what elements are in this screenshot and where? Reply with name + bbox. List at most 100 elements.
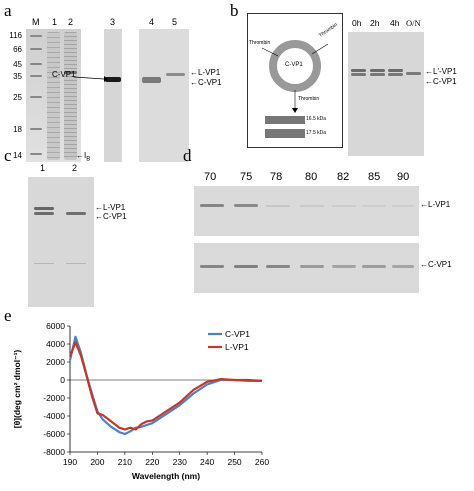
x-tick-label: 190 bbox=[63, 457, 77, 467]
x-tick-label: 200 bbox=[90, 457, 104, 467]
marker-band bbox=[30, 75, 42, 77]
d-lvp1-70 bbox=[200, 204, 224, 207]
panel-c-letter: c bbox=[4, 146, 12, 165]
time-0h: 0h bbox=[352, 18, 362, 28]
label-d-cvp1: ←C-VP1 bbox=[420, 260, 452, 269]
mw-marker-18: 18 bbox=[13, 125, 22, 134]
x-tick-label: 220 bbox=[145, 457, 159, 467]
faint-c1 bbox=[34, 263, 54, 264]
d-lvp1-80 bbox=[300, 205, 324, 207]
band-2h-upper bbox=[370, 69, 385, 72]
label-b-cvp1: ←C-VP1 bbox=[425, 77, 457, 86]
panel-e-letter: e bbox=[4, 306, 12, 325]
fragment2-label: 17.5 kDa bbox=[306, 130, 327, 136]
d-cvp1-80 bbox=[300, 265, 324, 268]
mw-marker-116: 116 bbox=[9, 31, 22, 40]
d-cvp1-85 bbox=[362, 265, 386, 268]
marker-band bbox=[30, 96, 42, 98]
lane-c-2: 2 bbox=[72, 163, 78, 173]
marker-band bbox=[30, 35, 42, 37]
time-on: O/N bbox=[406, 18, 421, 28]
band-c1-upper bbox=[34, 207, 54, 210]
marker-band bbox=[30, 153, 42, 155]
temp-90: 90 bbox=[397, 171, 410, 183]
y-tick-label: -6000 bbox=[43, 429, 65, 439]
gel-c bbox=[28, 177, 94, 307]
temp-85: 85 bbox=[368, 171, 381, 183]
y-tick-label: 0 bbox=[60, 375, 65, 385]
label-a-cvp1-left: C-VP1 bbox=[52, 70, 76, 79]
band-2h-lower bbox=[370, 73, 385, 76]
thrombin-bottom-label: Thrombin bbox=[298, 96, 320, 102]
thrombin-left-line bbox=[261, 47, 279, 57]
d-cvp1-75 bbox=[234, 265, 258, 268]
label-a-cvp1-right: ←C-VP1 bbox=[190, 78, 222, 87]
label-c-cvp1: ←C-VP1 bbox=[95, 212, 127, 221]
vp1-ring bbox=[269, 40, 321, 92]
label-a-lvp1: ←L-VP1 bbox=[190, 68, 221, 77]
arrow-ib: ← bbox=[76, 151, 84, 160]
fragment1-box bbox=[265, 116, 305, 124]
y-tick-label: 4000 bbox=[46, 339, 65, 349]
label-c-lvp1: ←L-VP1 bbox=[95, 203, 126, 212]
panel-d-letter: d bbox=[183, 146, 192, 165]
temp-70: 70 bbox=[204, 171, 217, 183]
temp-82: 82 bbox=[337, 171, 350, 183]
ib-text: I bbox=[84, 151, 87, 160]
d-cvp1-82 bbox=[332, 265, 356, 268]
y-tick-label: -8000 bbox=[43, 447, 65, 457]
label-b-lvp1-prime: ←L'-VP1 bbox=[425, 67, 457, 76]
band-0h-lower bbox=[351, 73, 366, 76]
y-tick-label: 2000 bbox=[46, 357, 65, 367]
series-line-l-vp1 bbox=[68, 341, 263, 431]
marker-band bbox=[30, 63, 42, 65]
marker-band bbox=[30, 128, 42, 130]
thrombin-arrow-head bbox=[292, 108, 298, 113]
ring-label: C-VP1 bbox=[285, 62, 303, 68]
thrombin-left-label: Thrombin bbox=[249, 40, 271, 46]
band-on bbox=[406, 72, 421, 75]
d-lvp1-75 bbox=[234, 204, 258, 207]
lane-1-smear bbox=[47, 32, 60, 160]
d-lvp1-85 bbox=[362, 205, 386, 207]
lane-2-smear bbox=[64, 32, 77, 160]
lane-5-band bbox=[166, 73, 185, 76]
d-lvp1-82 bbox=[332, 205, 356, 207]
cleavage-diagram: C-VP1 Thrombin Thrombin Thrombin 16.5 kD… bbox=[247, 13, 343, 148]
gel-d-cvp1 bbox=[194, 243, 419, 293]
band-4h-lower bbox=[388, 73, 403, 76]
ib-subscript: B bbox=[86, 156, 91, 163]
temp-80: 80 bbox=[305, 171, 318, 183]
faint-c2 bbox=[66, 263, 86, 264]
cleavage-diagram-svg bbox=[261, 40, 329, 138]
d-lvp1-90 bbox=[392, 205, 414, 207]
gel-d-lvp1 bbox=[194, 186, 419, 236]
lane-3-band bbox=[105, 77, 121, 82]
gel-a-lanes45 bbox=[139, 29, 189, 162]
lane-4-band bbox=[142, 77, 161, 83]
legend-label-c-vp1: C-VP1 bbox=[225, 329, 250, 339]
gel-a-crude bbox=[26, 29, 81, 162]
lane-label-2: 2 bbox=[68, 17, 74, 27]
time-4h: 4h bbox=[390, 18, 400, 28]
y-tick-label: 6000 bbox=[46, 321, 65, 331]
panel-a-letter: a bbox=[4, 1, 12, 20]
x-tick-label: 260 bbox=[255, 457, 269, 467]
x-axis-label: Wavelength (nm) bbox=[132, 471, 200, 481]
mw-marker-45: 45 bbox=[13, 60, 22, 69]
lane-label-1: 1 bbox=[52, 17, 58, 27]
lane-2-cvp1-band bbox=[64, 71, 77, 74]
y-tick-label: -4000 bbox=[43, 411, 65, 421]
legend-label-l-vp1: L-VP1 bbox=[225, 342, 249, 352]
mw-marker-14: 14 bbox=[13, 151, 22, 160]
lane-label-3: 3 bbox=[110, 17, 116, 27]
x-tick-label: 230 bbox=[173, 457, 187, 467]
d-lvp1-78 bbox=[266, 205, 290, 207]
d-cvp1-78 bbox=[266, 265, 290, 268]
mw-marker-25: 25 bbox=[13, 93, 22, 102]
thrombin-right-line bbox=[311, 43, 329, 55]
d-cvp1-70 bbox=[200, 265, 224, 268]
band-0h-upper bbox=[351, 69, 366, 72]
band-c1-lower bbox=[34, 212, 54, 215]
